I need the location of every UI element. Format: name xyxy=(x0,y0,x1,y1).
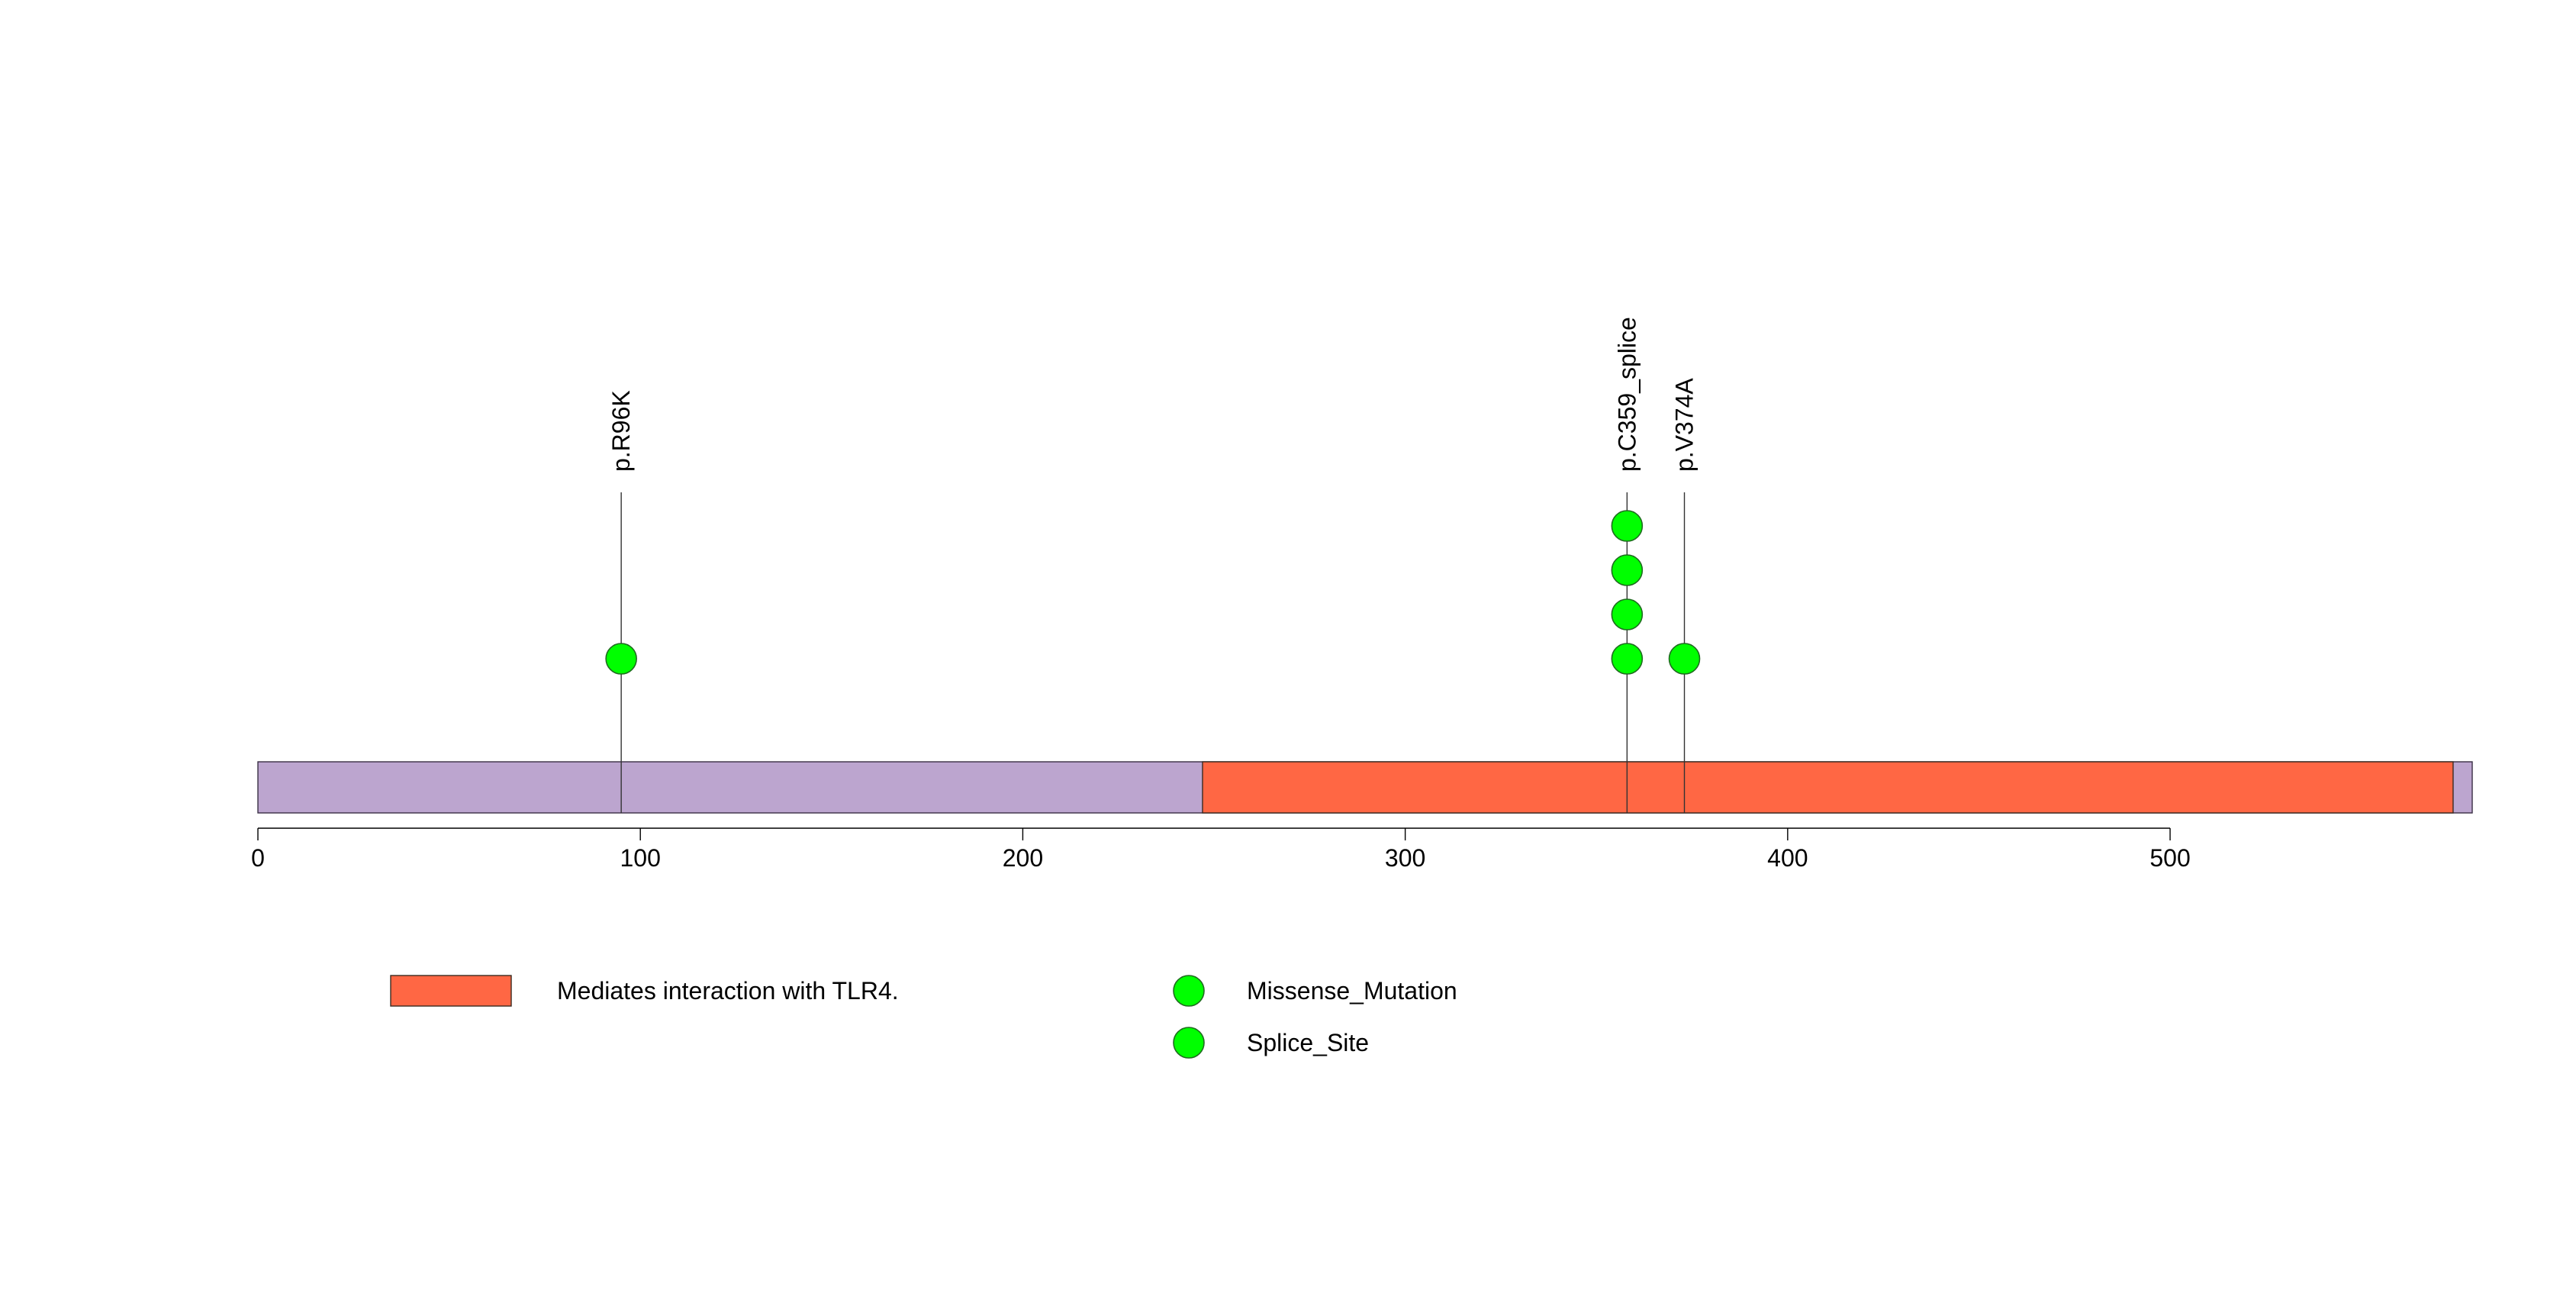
mutation-dot-1-3 xyxy=(1611,510,1644,542)
mutation-labels: p.R96K p.C359_splice p.V374A xyxy=(607,317,1698,472)
legend-mutation-label-0: Missense_Mutation xyxy=(1247,977,1457,1005)
legend: Mediates interaction with TLR4. Missense_… xyxy=(390,975,1457,1059)
mutation-dot-1-2 xyxy=(1611,554,1644,586)
x-tick-label-2: 200 xyxy=(1003,844,1043,872)
mutation-label-0: p.R96K xyxy=(607,390,635,472)
legend-mutation-swatch-1 xyxy=(1173,1027,1205,1059)
mutation-stems-overlay xyxy=(620,762,1686,813)
domain-0 xyxy=(1202,761,2454,814)
x-tick-label-3: 300 xyxy=(1385,844,1425,872)
x-tick-label-0: 0 xyxy=(251,844,265,872)
x-tick-label-1: 100 xyxy=(620,844,661,872)
x-tick-label-4: 400 xyxy=(1767,844,1808,872)
legend-mutation-swatch-0 xyxy=(1173,975,1205,1007)
mutation-label-1: p.C359_splice xyxy=(1613,317,1641,472)
mutation-dot-0-0 xyxy=(605,643,637,675)
legend-domain-swatch-0 xyxy=(390,975,512,1007)
x-tick-label-5: 500 xyxy=(2149,844,2190,872)
mutation-dot-2-0 xyxy=(1668,643,1701,675)
mutation-stems xyxy=(620,492,1686,762)
mutation-dot-1-0 xyxy=(1611,643,1644,675)
x-axis: 0 100 200 300 400 500 xyxy=(251,827,2191,872)
legend-mutation-label-1: Splice_Site xyxy=(1247,1029,1369,1056)
protein-track xyxy=(257,761,2473,814)
mutation-dot-1-1 xyxy=(1611,598,1644,630)
mutation-dots xyxy=(605,510,1701,675)
mutation-label-2: p.V374A xyxy=(1671,378,1699,472)
legend-domain-label-0: Mediates interaction with TLR4. xyxy=(557,977,899,1005)
